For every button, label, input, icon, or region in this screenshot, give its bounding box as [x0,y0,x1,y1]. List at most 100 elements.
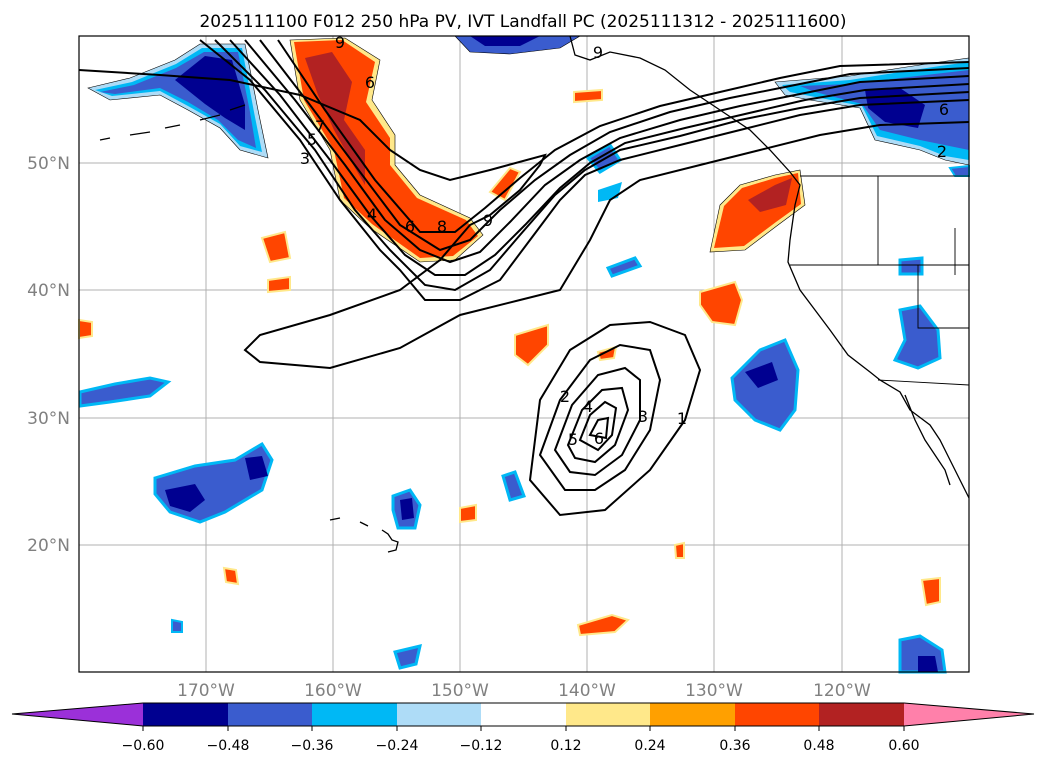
pv-negative-blob [892,304,942,370]
ivt-low-contour-2 [538,343,662,491]
pv-positive-coast-core [748,178,792,212]
pv-negative-nw-core [175,56,245,130]
colorbar-swatch [819,703,904,726]
colorbar-swatch [397,703,481,726]
pv-negative-blob [898,256,924,276]
lon-label: 160°W [304,681,362,701]
contour-label: 5 [307,130,317,149]
pv-positive-blob [488,166,522,202]
contour-label: 7 [315,117,325,136]
contour-label: 6 [939,100,949,119]
contour-label: 4 [583,397,593,416]
pv-positive-blob [459,503,477,524]
ivt-low-contour-3 [553,366,641,477]
contour-label: 9 [593,43,603,62]
colorbar-swatch [735,703,819,726]
pv-negative-blob-core [745,362,778,388]
pv-negative-top-core [470,36,540,46]
pv-positive-blob [573,88,603,104]
pv-negative-blob [393,643,422,670]
pv-positive-blob [78,318,93,340]
pv-negative-blob [501,470,526,502]
colorbar-tick-label: 0.24 [634,738,665,754]
baja-coastline [904,394,951,486]
contour-label: 1 [677,409,687,428]
colorbar-tick-label: −0.48 [207,738,250,754]
pv-negative-blob [78,376,172,408]
lon-label: 170°W [177,681,235,701]
map-gridlines [79,36,969,672]
pv-negative-ne-core [865,88,925,128]
colorbar-swatch [566,703,650,726]
lon-label: 120°W [813,681,871,701]
pv-positive-blob [576,613,630,637]
longitude-labels: 170°W 160°W 150°W 140°W 130°W 120°W [177,681,871,701]
ivt-low-contour-5 [578,400,618,452]
colorbar-swatch [650,703,735,726]
lat-label: 50°N [27,154,70,174]
lon-label: 150°W [431,681,489,701]
colorbar-tick-label: −0.12 [460,738,503,754]
contour-label: 3 [638,407,648,426]
pv-filled-contours [78,35,970,674]
contour-label: 6 [405,217,415,236]
colorbar-tick-label: 0.36 [719,738,750,754]
figure-title: 2025111100 F012 250 hPa PV, IVT Landfall… [199,12,846,32]
pv-positive-band-core [305,52,365,185]
colorbar-under-extension [12,703,143,726]
contour-label: 2 [560,387,570,406]
contour-label: 6 [594,429,604,448]
contour-label: 3 [300,149,310,168]
contour-label: 9 [483,211,493,230]
ivt-contour-7 [277,39,970,233]
lat-label: 40°N [27,281,70,301]
pv-positive-blob [920,576,941,607]
latitude-labels: 50°N 40°N 30°N 20°N [27,154,70,556]
ivt-contour-4 [229,39,970,276]
ivt-contour-2 [199,39,970,301]
pv-positive-blob [260,230,292,264]
colorbar-ticks [142,726,905,731]
pv-positive-blob [222,566,240,586]
pv-negative-blob-core [400,498,414,520]
pv-positive-blob [699,280,744,327]
colorbar-swatch [481,703,566,726]
coastlines [99,35,970,553]
contour-label: 4 [367,205,377,224]
map-frame [78,35,970,673]
map-panel: 9 7 5 3 6 4 6 8 9 9 2 4 5 6 3 1 6 2 [78,33,970,674]
pv-negative-blob-core [918,656,938,672]
ivt-contour-5 [244,39,970,264]
ivt-low-contour-6 [588,416,610,440]
pv-positive-blob [267,275,291,294]
hawaii-islands [329,517,399,553]
pv-negative-blob-core [165,484,205,512]
colorbar-swatch [228,703,312,726]
lon-label: 140°W [558,681,616,701]
colorbar-tick-label: 0.60 [888,738,919,754]
ivt-contour-1 [78,69,970,370]
contour-label: 9 [335,33,345,52]
contour-label: 2 [937,142,947,161]
colorbar-over-extension [904,703,1034,726]
lat-label: 20°N [27,536,70,556]
ivt-low-contour-4 [566,386,630,464]
colorbar-tick-label: −0.36 [291,738,334,754]
lat-label: 30°N [27,409,70,429]
contour-label: 8 [437,217,447,236]
colorbar-swatch [312,703,397,726]
pv-positive-blob [673,541,685,559]
pv-positive-blob [514,323,549,367]
aleutian-islands [99,104,246,141]
colorbar-tick-label: 0.48 [803,738,834,754]
pv-negative-blob-core [245,456,268,480]
lon-label: 130°W [685,681,743,701]
ivt-contours [78,39,970,517]
pv-negative-blob [605,256,643,278]
colorbar-swatch [143,703,228,726]
pv-negative-blob [171,618,183,633]
contour-label: 5 [568,430,578,449]
ivt-contour-6 [259,39,970,252]
contour-label: 6 [365,73,375,92]
